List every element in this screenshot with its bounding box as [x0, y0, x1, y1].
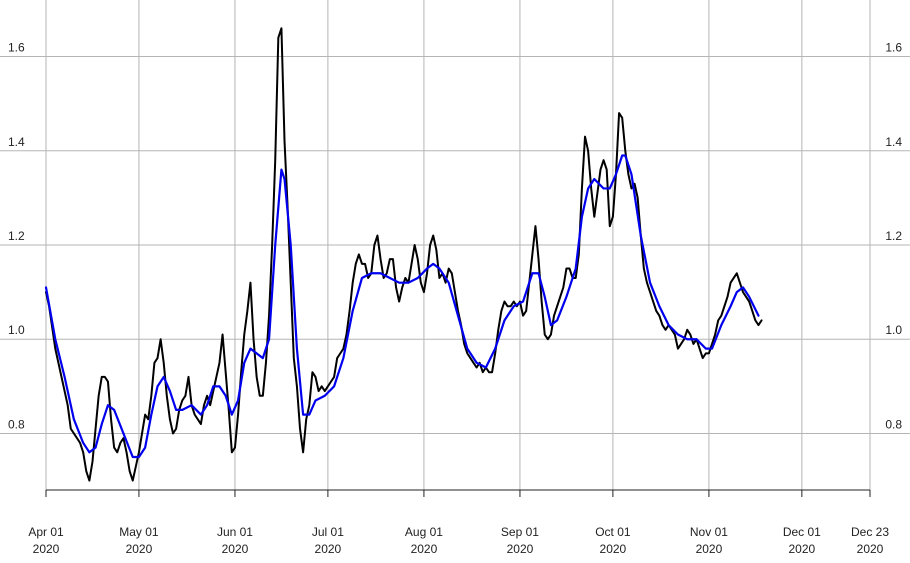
series-layer	[44, 27, 763, 482]
y-tick-label-left: 1.0	[8, 323, 25, 337]
grid	[0, 0, 910, 490]
x-axis: Apr 01 2020 May 01 2020 Jun 01 2020 Jul 01 2020…	[28, 489, 889, 556]
x-tick-year-label: 2020	[33, 542, 60, 556]
series-line-smoothed	[44, 154, 760, 459]
y-tick-label-left: 0.8	[8, 417, 25, 431]
y-axis-right: 0.8 1.0 1.2 1.4 1.6	[885, 41, 902, 432]
x-tick-year-label: 2020	[788, 542, 815, 556]
x-tick-label: Oct 01	[595, 525, 631, 539]
y-axis-left: 0.8 1.0 1.2 1.4 1.6	[8, 41, 25, 432]
y-tick-label-right: 1.2	[885, 229, 902, 243]
x-tick-label: Dec 23	[851, 525, 889, 539]
y-tick-label-right: 1.6	[885, 41, 902, 55]
x-tick-year-label: 2020	[126, 542, 153, 556]
y-tick-label-right: 0.8	[885, 417, 902, 431]
x-tick-label: Jul 01	[312, 525, 344, 539]
x-tick-year-label: 2020	[507, 542, 534, 556]
x-tick-year-label: 2020	[411, 542, 438, 556]
x-tick-year-label: 2020	[222, 542, 249, 556]
x-tick-year-label: 2020	[315, 542, 342, 556]
y-tick-label-left: 1.2	[8, 229, 25, 243]
x-tick-label: Dec 01	[783, 525, 821, 539]
x-tick-label: Sep 01	[501, 525, 539, 539]
y-tick-label-right: 1.0	[885, 323, 902, 337]
x-tick-label: Nov 01	[690, 525, 728, 539]
y-tick-label-left: 1.6	[8, 41, 25, 55]
x-tick-label: Aug 01	[405, 525, 443, 539]
x-tick-label: May 01	[119, 525, 159, 539]
x-tick-year-label: 2020	[696, 542, 723, 556]
series-line-raw	[45, 27, 763, 482]
x-tick-year-label: 2020	[857, 542, 884, 556]
x-tick-label: Apr 01	[28, 525, 64, 539]
x-tick-label: Jun 01	[217, 525, 253, 539]
x-tick-year-label: 2020	[600, 542, 627, 556]
y-tick-label-left: 1.4	[8, 135, 25, 149]
y-tick-label-right: 1.4	[885, 135, 902, 149]
